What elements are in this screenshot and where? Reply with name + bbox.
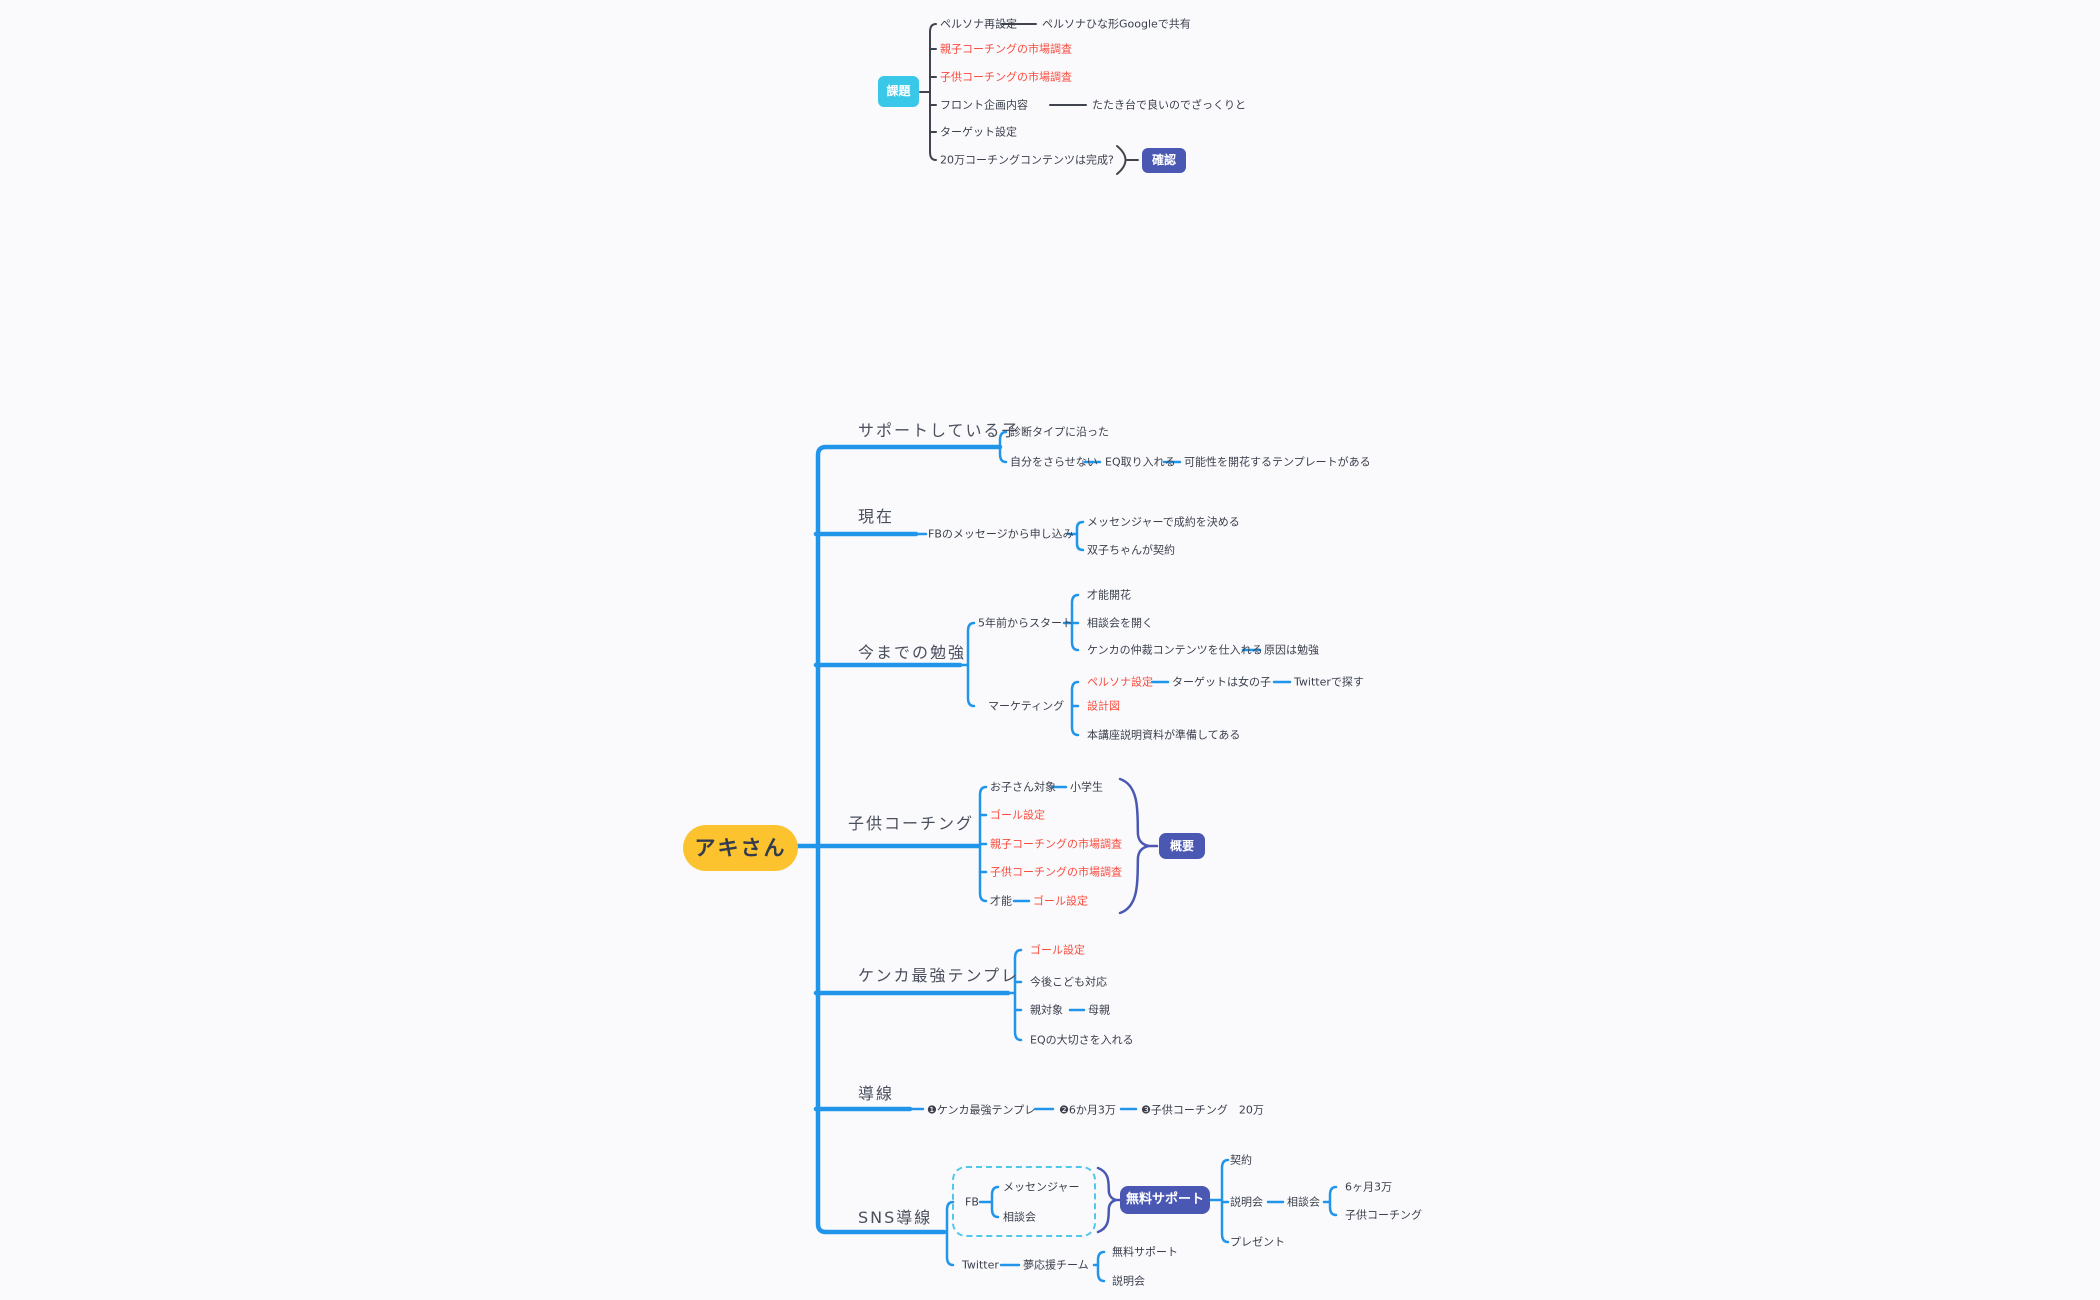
task-node-persona-hinagata[interactable]: ペルソナひな形Googleで共有	[1042, 17, 1191, 31]
node-soudankai-fb[interactable]: 相談会	[1003, 1210, 1036, 1224]
bracket-line	[956, 621, 976, 708]
node-shindan-taipu[interactable]: 診断タイプに沿った	[1010, 425, 1109, 439]
node-sainou[interactable]: 才能	[990, 894, 1012, 908]
task-node-front-kikaku[interactable]: フロント企画内容	[940, 98, 1028, 112]
node-step2-6kagetsu-3man[interactable]: ❷6か月3万	[1059, 1103, 1116, 1117]
node-kongo-kodomo-taiou[interactable]: 今後こども対応	[1030, 975, 1107, 989]
badge-free-support[interactable]: 無料サポート	[1120, 1186, 1210, 1214]
node-keiyaku[interactable]: 契約	[1230, 1153, 1252, 1167]
central-topic[interactable]: アキさん	[683, 825, 798, 871]
bracket-line	[1006, 948, 1023, 1042]
connector-line	[1012, 785, 1068, 903]
task-node-tatakidai[interactable]: たたき台で良いのでざっくりと	[1092, 98, 1246, 112]
bracket-line	[929, 23, 937, 161]
badge-confirm[interactable]: 確認	[1142, 148, 1186, 173]
node-okosan-taishou[interactable]: お子さん対象	[990, 780, 1056, 794]
bracket-line	[978, 1185, 1000, 1219]
node-fb[interactable]: FB	[965, 1195, 979, 1209]
node-sekkeizu[interactable]: 設計図	[1087, 699, 1120, 713]
branch-label-supporting-kids[interactable]: サポートしている子	[858, 421, 1020, 440]
node-setsumeikai-1[interactable]: 説明会	[1230, 1195, 1263, 1209]
child-connectors	[908, 430, 1338, 1283]
bracket-line	[1092, 1250, 1106, 1283]
node-messenger-seiyaku[interactable]: メッセンジャーで成約を決める	[1087, 515, 1240, 529]
node-target-onnanoko[interactable]: ターゲットは女の子	[1172, 675, 1271, 689]
node-oya-taishou[interactable]: 親対象	[1030, 1003, 1063, 1017]
branch-label-kenka-template[interactable]: ケンカ最強テンプレ	[858, 966, 1020, 985]
node-setsumeikai-2[interactable]: 説明会	[1112, 1274, 1145, 1288]
node-twitter[interactable]: Twitter	[962, 1258, 999, 1272]
node-5nenmae-start[interactable]: 5年前からスタート	[978, 616, 1073, 630]
node-sainou-kaika[interactable]: 才能開花	[1087, 588, 1131, 602]
bracket-line	[1066, 520, 1085, 552]
badge-overview[interactable]: 概要	[1159, 833, 1205, 859]
bracket-line	[942, 1200, 955, 1267]
branch-label-kodomo-coaching[interactable]: 子供コーチング	[848, 814, 975, 833]
bracket-line	[1208, 1158, 1230, 1244]
node-marketing[interactable]: マーケティング	[988, 699, 1065, 713]
node-soudankai-hiraku[interactable]: 相談会を開く	[1087, 616, 1153, 630]
branch-label-dousen[interactable]: 導線	[858, 1084, 895, 1103]
task-node-target-settei[interactable]: ターゲット設定	[940, 125, 1017, 139]
branch-label-genzai[interactable]: 現在	[858, 507, 895, 526]
node-persona-settei[interactable]: ペルソナ設定	[1087, 675, 1153, 689]
node-messenger[interactable]: メッセンジャー	[1003, 1180, 1080, 1194]
task-root-badge[interactable]: 課題	[878, 76, 919, 107]
task-node-kodomo-research[interactable]: 子供コーチングの市場調査	[940, 70, 1072, 84]
task-node-20man-content-kansei[interactable]: 20万コーチングコンテンツは完成?	[940, 153, 1114, 167]
node-muryou-support-text[interactable]: 無料サポート	[1112, 1245, 1178, 1259]
node-6kagetsu-3man[interactable]: 6ヶ月3万	[1345, 1180, 1392, 1194]
node-hahaoya[interactable]: 母親	[1088, 1003, 1110, 1017]
task-tree-connectors	[919, 23, 1139, 175]
node-jibun-wo-sarasenai[interactable]: 自分をさらせない	[1010, 455, 1098, 469]
summary-brace	[1096, 1166, 1122, 1234]
node-kanousei-template[interactable]: 可能性を開花するテンプレートがある	[1184, 455, 1371, 469]
task-node-oyako-research[interactable]: 親子コーチングの市場調査	[940, 42, 1072, 56]
branch-label-sns-dousen[interactable]: SNS導線	[858, 1208, 933, 1227]
summary-brace	[1118, 777, 1159, 915]
bracket-line	[978, 785, 988, 903]
node-genin-wa-benkyou[interactable]: 原因は勉強	[1264, 643, 1319, 657]
branch-label-benkyou[interactable]: 今までの勉強	[858, 643, 967, 662]
bracket-line	[998, 430, 1008, 464]
node-soudankai-2[interactable]: 相談会	[1287, 1195, 1320, 1209]
node-goal-settei-3[interactable]: ゴール設定	[1030, 943, 1085, 957]
node-yume-ouen-team[interactable]: 夢応援チーム	[1023, 1258, 1089, 1272]
node-eq-taisetsusa[interactable]: EQの大切さを入れる	[1030, 1033, 1134, 1047]
node-kodomo-research[interactable]: 子供コーチングの市場調査	[990, 865, 1122, 879]
node-kodomo-coaching[interactable]: 子供コーチング	[1345, 1208, 1422, 1222]
node-eq-toriireru[interactable]: EQ取り入れる	[1105, 455, 1176, 469]
node-present[interactable]: プレゼント	[1230, 1235, 1285, 1249]
node-twitter-sagasu[interactable]: Twitterで探す	[1294, 675, 1364, 689]
summary-brace-small	[1116, 145, 1139, 175]
branch-lines	[794, 444, 1011, 1235]
node-step1-kenka-template[interactable]: ❶ケンカ最強テンプレ	[927, 1103, 1036, 1117]
task-node-persona-saisettei[interactable]: ペルソナ再設定	[940, 17, 1017, 31]
node-kenka-chuusai-content[interactable]: ケンカの仲裁コンテンツを仕入れる	[1087, 643, 1263, 657]
spine-line	[815, 444, 1003, 1235]
node-step3-kodomo-coaching-20man[interactable]: ❸子供コーチング 20万	[1141, 1103, 1264, 1117]
node-fb-message-moushikomi[interactable]: FBのメッセージから申し込み	[928, 527, 1074, 541]
node-oyako-research[interactable]: 親子コーチングの市場調査	[990, 837, 1122, 851]
bracket-line	[1322, 1185, 1338, 1217]
bracket-stubs	[929, 48, 937, 133]
bracket-line	[1070, 680, 1080, 737]
node-honkouza-shiryou[interactable]: 本講座説明資料が準備してある	[1087, 728, 1241, 742]
fb-group-boundary[interactable]	[952, 1166, 1096, 1237]
bracket-line	[1062, 593, 1080, 652]
summary-braces	[1096, 777, 1159, 1234]
node-shougakusei[interactable]: 小学生	[1070, 780, 1103, 794]
node-goal-settei-1[interactable]: ゴール設定	[990, 808, 1045, 822]
node-goal-settei-2[interactable]: ゴール設定	[1033, 894, 1088, 908]
node-futago-keiyaku[interactable]: 双子ちゃんが契約	[1087, 543, 1175, 557]
